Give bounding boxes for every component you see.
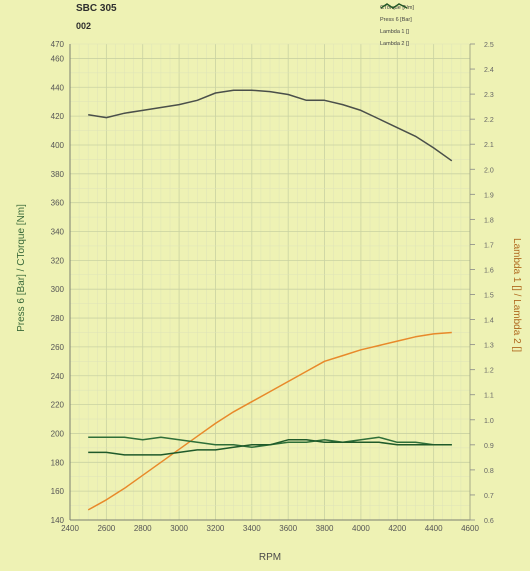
x-tick-label: 4000 [352,524,370,533]
y-tick-label-right: 1.3 [484,343,494,350]
chart-header-subtitle: 002 [76,21,92,31]
legend-swatch-line [380,3,408,9]
y-tick-label-left: 160 [51,487,65,496]
x-tick-label: 4200 [388,524,406,533]
legend-item: Press 6 [Bar] [380,3,520,26]
x-tick-label: 3800 [316,524,334,533]
x-tick-label: 3000 [170,524,188,533]
y-tick-label-left: 460 [51,54,65,63]
y-tick-label-left: 180 [51,458,65,467]
tick-labels: 2400 2600 2800 3000 3200 3400 3600 3800 4000 4200… [51,40,494,533]
y-tick-label-left: 470 [51,40,65,49]
legend-item-label: Press 6 [Bar] [380,17,412,23]
series-line-ctorque-nm [88,89,453,162]
x-tick-label: 2600 [97,524,115,533]
legend-item-label: CTorque [Nm] [380,5,414,11]
x-tick-label: 2800 [134,524,152,533]
series-lines [87,89,453,511]
x-tick-label: 2400 [61,524,79,533]
y-tick-label-left: 200 [51,429,65,438]
y-tick-label-right: 0.7 [484,493,494,500]
y-tick-label-right: 2.2 [484,117,494,124]
series-line-lambda-2 [88,439,452,456]
grid [69,43,471,521]
legend-item-label: Lambda 1 [] [380,29,410,35]
y-tick-label-right: 0.8 [484,468,494,475]
y-tick-label-right: 2.5 [484,42,494,49]
y-tick-label-right: 2.3 [484,92,494,99]
y-tick-label-right: 1.0 [484,418,494,425]
y-tick-label-left: 260 [51,343,65,352]
y-tick-label-left: 300 [51,285,65,294]
y-tick-label-right: 2.4 [484,67,494,74]
y-tick-label-right: 1.1 [484,393,494,400]
y-tick-label-left: 400 [51,141,65,150]
y-tick-label-left: 140 [51,516,65,525]
y-tick-label-left: 280 [51,314,65,323]
y-tick-label-left: 420 [51,112,65,121]
y-tick-label-right: 1.2 [484,368,494,375]
legend-item: Lambda 2 [] [380,3,520,50]
y-tick-label-left: 440 [51,83,65,92]
y-tick-label-right: 1.5 [484,293,494,300]
y-tick-label-right: 1.8 [484,217,494,224]
legend: CTorque [Nm] Press 6 [Bar] Lambda 1 [] Lamb… [380,2,520,50]
legend-item: Lambda 1 [] [380,3,520,38]
y-tick-label-right: 2.0 [484,167,494,174]
y-axis-label-right: Lambda 1 [] / Lambda 2 [] [511,238,522,352]
x-tick-label: 4400 [425,524,443,533]
legend-swatch [380,3,408,9]
y-tick-label-left: 360 [51,199,65,208]
y-tick-label-right: 2.1 [484,142,494,149]
chart-header-title: SBC 305 [76,3,117,14]
axes [69,44,471,521]
x-tick-label: 4600 [461,524,479,533]
y-tick-label-right: 1.6 [484,267,494,274]
legend-item-label: Lambda 2 [] [380,41,410,47]
x-axis-label: RPM [259,552,281,563]
series-line-press-6-bar [87,331,452,511]
x-tick-label: 3400 [243,524,261,533]
y-tick-label-left: 340 [51,228,65,237]
x-tick-label: 3600 [279,524,297,533]
x-tick-label: 3200 [207,524,225,533]
y-tick-label-left: 240 [51,372,65,381]
y-tick-label-left: 320 [51,256,65,265]
y-tick-label-left: 380 [51,170,65,179]
y-tick-label-right: 1.9 [484,192,494,199]
y-tick-label-right: 1.4 [484,318,494,325]
y-tick-label-right: 0.9 [484,443,494,450]
y-tick-label-right: 1.7 [484,242,494,249]
y-tick-label-right: 0.6 [484,518,494,525]
y-axis-label-left: Press 6 [Bar] / CTorque [Nm] [16,204,27,332]
y-tick-label-left: 220 [51,401,65,410]
